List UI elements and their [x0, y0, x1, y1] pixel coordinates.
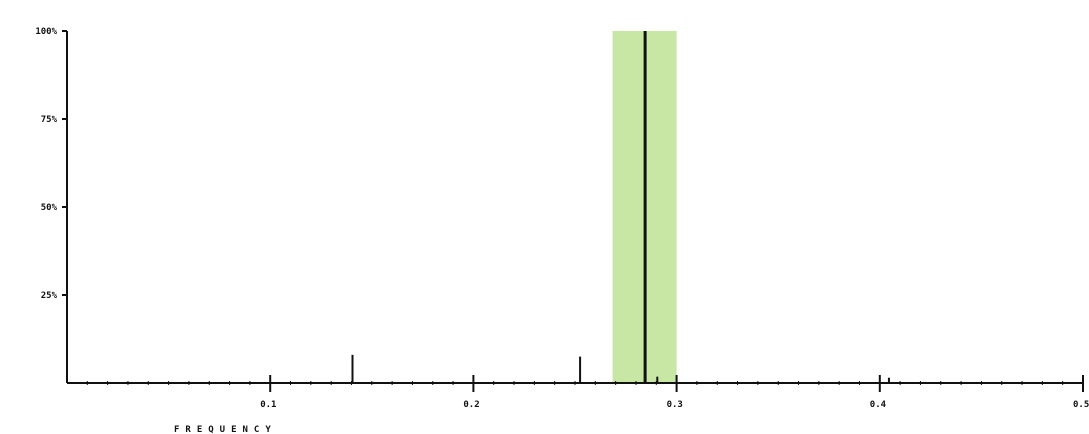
- spectrum-peaks-layer: [351, 31, 890, 383]
- x-tick-label: 0.1: [260, 400, 276, 410]
- y-tick-label: 50%: [41, 203, 58, 213]
- x-tick-label: 0.3: [667, 400, 683, 410]
- axes-layer: [62, 30, 1084, 392]
- y-tick-label: 25%: [41, 291, 58, 301]
- x-tick-label: 0.2: [463, 400, 479, 410]
- x-axis-title: FREQUENCY: [174, 425, 277, 434]
- x-tick-label: 0.4: [870, 400, 887, 410]
- y-tick-label: 75%: [41, 115, 58, 125]
- y-tick-label: 100%: [35, 27, 57, 37]
- tick-labels-layer: 0.1 0.2 0.3 0.4 0.5 25% 50% 75% 100%: [35, 27, 1089, 410]
- x-tick-label: 0.5: [1073, 400, 1089, 410]
